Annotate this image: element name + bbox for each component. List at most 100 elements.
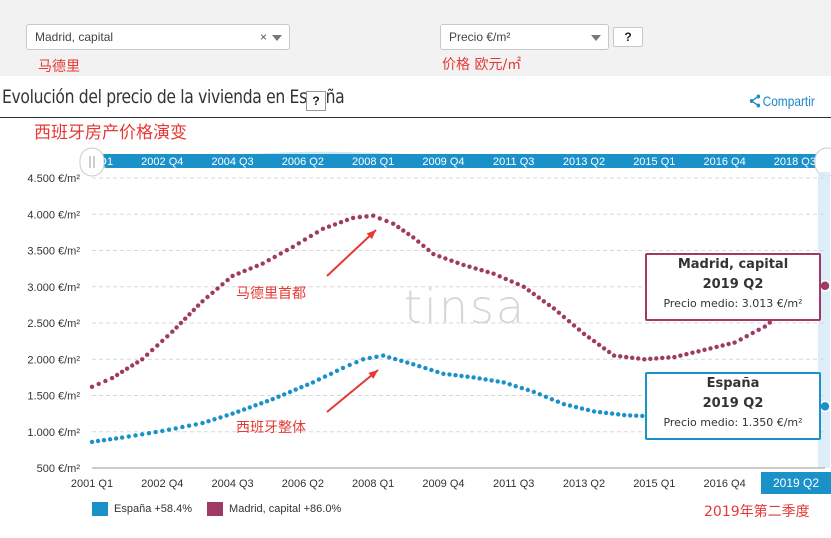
series-0-dot-89 [634,413,639,418]
series-1-dot-24 [210,290,215,295]
series-0-dot-20 [218,415,223,420]
series-1-dot-47 [344,217,350,223]
series-1-dot-15 [170,329,175,334]
x-tick-5: 2009 Q4 [422,478,464,490]
series-0-dot-47 [381,353,386,358]
series-1-dot-107 [684,352,689,357]
period-annotation: 2019年第二季度 [704,504,810,520]
series-0-dot-42 [347,362,352,368]
x-tick-4: 2008 Q1 [352,478,394,490]
series-1-dot-3 [109,375,115,381]
y-tick-5: 3.000 €/m² [27,282,80,294]
series-0-dot-15 [186,423,192,428]
series-0-dot-29 [270,396,275,402]
series-1-dot-27 [225,277,230,283]
series-0-dot-87 [622,412,627,418]
x-tick-1: 2002 Q4 [141,478,183,490]
unit-select[interactable]: Precio €/m² [440,24,609,50]
legend-item-espana[interactable]: España +58.4% [92,502,192,516]
series-1-dot-71 [485,269,490,275]
share-label: Compartir [762,93,815,109]
series-1-dot-117 [744,334,749,339]
series-0-dot-4 [113,436,119,441]
series-1-dot-12 [155,343,160,348]
series-0-dot-55 [429,367,434,373]
region-select[interactable]: Madrid, capital × [26,24,290,50]
series-0-dot-12 [166,427,172,432]
series-1-dot-114 [726,341,731,347]
page-title: Evolución del precio de la vivienda en E… [2,86,345,108]
series-1-dot-93 [601,346,607,351]
series-0-dot-19 [212,417,217,422]
x-tick-9: 2016 Q4 [703,478,745,490]
series-0-dot-24 [241,407,247,412]
series-1-dot-45 [332,222,338,227]
y-tick-4: 2.500 €/m² [27,318,80,330]
series-1-dot-120 [762,324,767,329]
series-0-dot-58 [447,372,452,377]
share-button[interactable]: Compartir [749,93,815,109]
madrid-arrow [326,229,377,277]
series-1-dot-53 [384,218,389,224]
series-1-dot-80 [536,295,541,300]
series-1-dot-98 [630,355,635,360]
series-1-dot-20 [191,307,196,313]
series-0-dot-44 [360,357,366,362]
series-1-dot-17 [178,320,184,326]
series-1-dot-16 [174,325,179,330]
series-0-dot-18 [206,419,211,424]
series-1-dot-11 [150,347,155,353]
series-1-dot-75 [509,279,514,284]
series-0-marker [819,400,831,413]
series-1-dot-105 [672,354,677,360]
espana-tooltip-period: 2019 Q2 [702,396,764,411]
legend-label-madrid: Madrid, capital +86.0% [229,502,342,515]
madrid-tooltip-title: Madrid, capital [677,257,789,272]
series-1-dot-55 [396,224,401,230]
series-1-dot-7 [130,363,135,368]
title-help-button[interactable]: ? [306,91,326,111]
x-highlight-box [761,472,831,494]
series-1-dot-14 [165,334,170,339]
legend-item-madrid[interactable]: Madrid, capital +86.0% [207,502,341,516]
series-1-dot-85 [561,314,567,320]
series-0-dot-48 [387,355,392,360]
series-1-dot-32 [254,263,259,269]
series-0-dot-50 [399,358,404,363]
series-1-dot-26 [220,282,225,287]
series-1-dot-54 [391,221,396,226]
series-1-dot-51 [371,213,376,218]
unit-help-button[interactable]: ? [613,27,643,47]
series-1-dot-1 [96,381,101,387]
series-1-dot-44 [326,224,332,229]
series-0-dot-66 [495,379,500,384]
series-0-dot-46 [374,354,379,359]
series-0-dot-30 [276,394,281,399]
series-1-dot-13 [160,338,165,344]
series-1-dot-110 [702,347,707,352]
series-1-dot-72 [491,271,496,276]
chevron-down-icon [272,35,282,41]
series-1-dot-102 [654,356,659,361]
series-0-dot-70 [519,385,524,391]
series-0-dot-35 [305,382,310,387]
series-0-dot-3 [107,437,113,442]
series-1-dot-121 [767,320,772,325]
series-0-dot-80 [579,406,585,411]
drag-handle-right [814,147,831,177]
series-0-dot-16 [193,422,198,427]
espana-arrow [326,369,379,413]
clear-icon[interactable]: × [259,30,267,44]
series-1-dot-103 [660,355,665,361]
title-divider [0,117,831,118]
series-0-dot-11 [160,428,165,434]
series-0-dot-64 [483,377,488,382]
series-0-dot-85 [609,411,615,416]
series-1-dot-87 [571,323,577,328]
series-0-dot-82 [591,409,597,414]
y-tick-8: 4.500 €/m² [27,173,80,185]
series-1-dot-41 [308,233,314,239]
series-0-dot-71 [525,387,530,393]
share-icon [749,94,761,108]
